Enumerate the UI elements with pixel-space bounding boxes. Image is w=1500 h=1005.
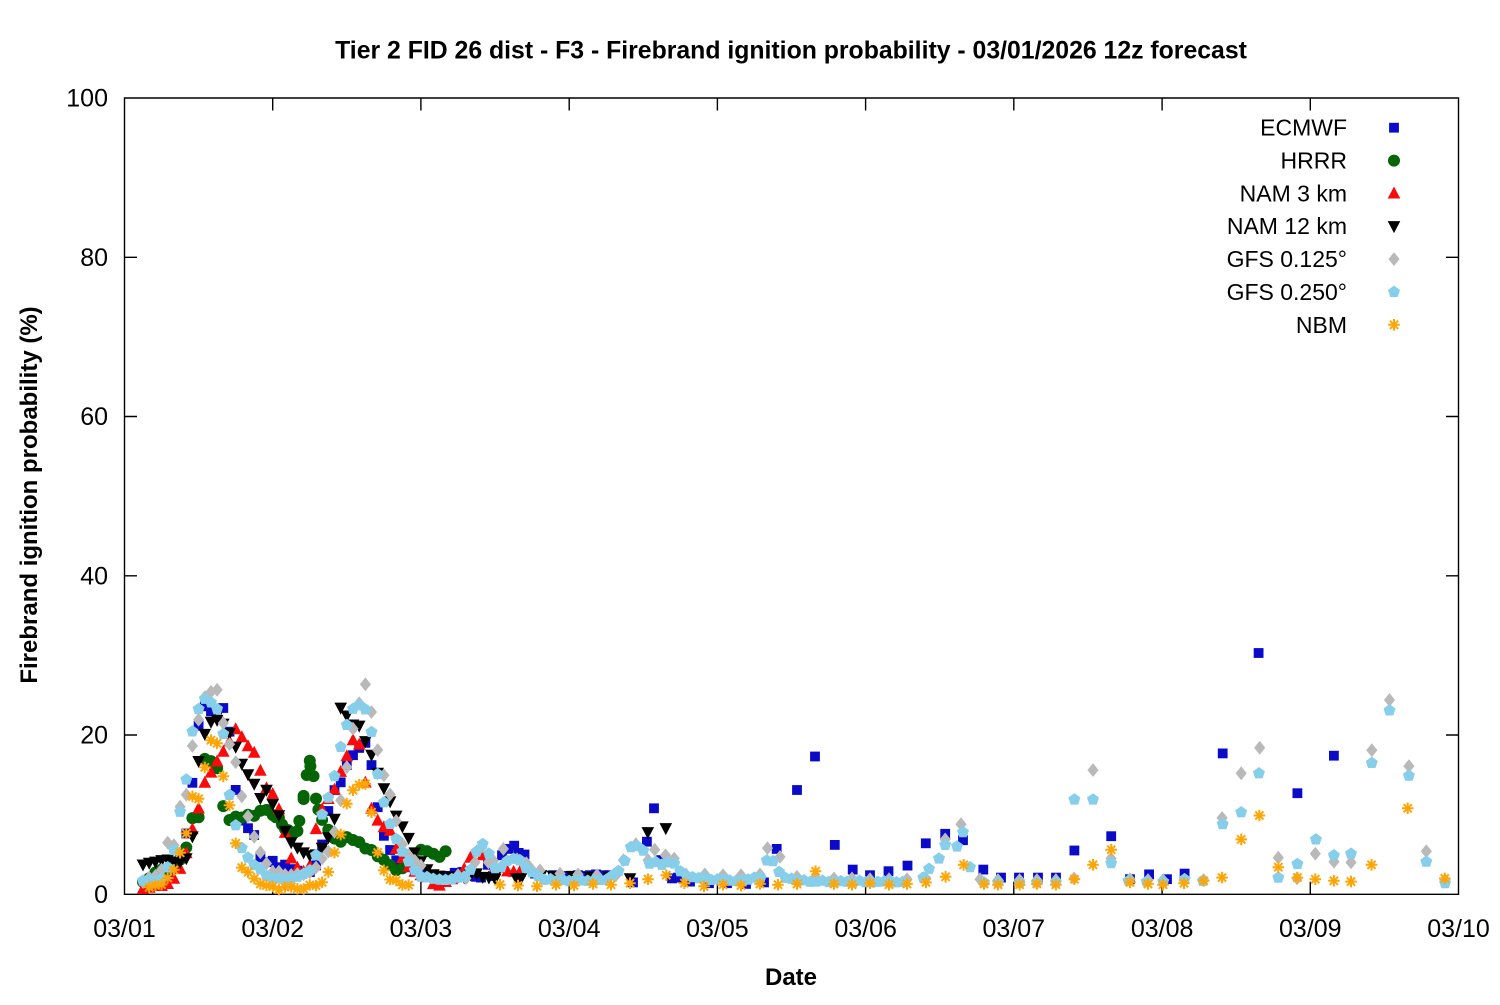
svg-text:Tier 2 FID 26 dist - F3 - Fire: Tier 2 FID 26 dist - F3 - Firebrand igni… <box>335 38 1247 65</box>
svg-text:NAM 12 km: NAM 12 km <box>1227 213 1347 239</box>
svg-text:03/04: 03/04 <box>538 915 601 943</box>
svg-text:60: 60 <box>80 403 108 431</box>
svg-text:03/06: 03/06 <box>834 915 897 943</box>
svg-text:03/07: 03/07 <box>983 915 1046 943</box>
svg-text:20: 20 <box>80 722 108 750</box>
svg-text:GFS 0.250°: GFS 0.250° <box>1227 279 1347 305</box>
svg-text:03/02: 03/02 <box>241 915 304 943</box>
svg-text:Firebrand ignition probability: Firebrand ignition probability (%) <box>16 306 43 683</box>
svg-text:03/09: 03/09 <box>1279 915 1342 943</box>
svg-text:03/10: 03/10 <box>1427 915 1490 943</box>
svg-text:Date: Date <box>765 964 817 991</box>
svg-text:NAM 3 km: NAM 3 km <box>1240 180 1347 206</box>
svg-text:0: 0 <box>94 881 108 909</box>
svg-text:03/08: 03/08 <box>1131 915 1194 943</box>
svg-text:03/03: 03/03 <box>390 915 453 943</box>
svg-text:ECMWF: ECMWF <box>1260 115 1347 141</box>
svg-text:100: 100 <box>66 85 108 113</box>
svg-text:40: 40 <box>80 562 108 590</box>
svg-text:03/05: 03/05 <box>686 915 749 943</box>
svg-text:GFS 0.125°: GFS 0.125° <box>1227 246 1347 272</box>
svg-text:HRRR: HRRR <box>1281 148 1347 174</box>
svg-text:NBM: NBM <box>1296 312 1347 338</box>
svg-text:03/01: 03/01 <box>93 915 156 943</box>
svg-text:80: 80 <box>80 244 108 272</box>
